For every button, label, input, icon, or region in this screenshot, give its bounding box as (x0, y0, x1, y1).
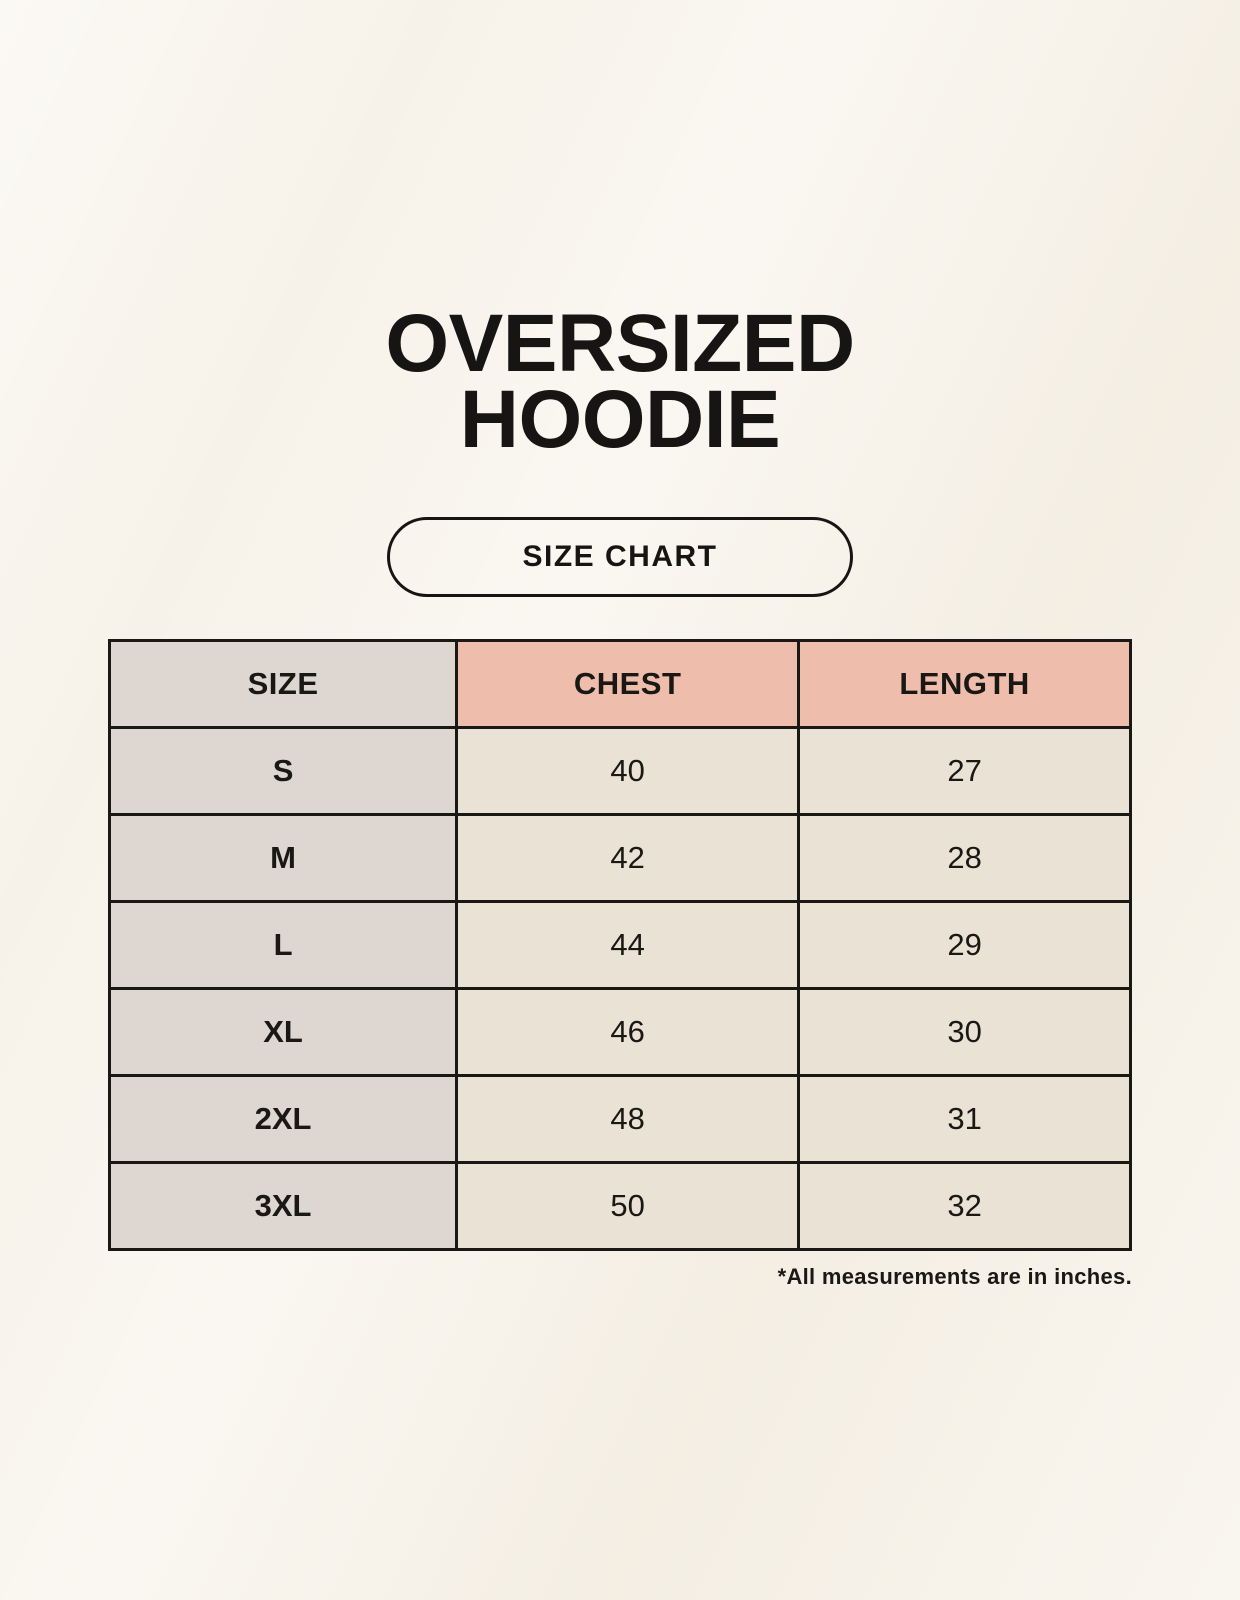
size-label: L (107, 899, 459, 990)
length-value: 29 (797, 899, 1132, 990)
table-row: S 40 27 (107, 725, 1132, 816)
column-header-length: LENGTH (797, 638, 1132, 729)
length-value: 32 (797, 1160, 1132, 1251)
size-chart-table: SIZE CHEST LENGTH S 40 27 M 42 28 L 44 2… (107, 638, 1132, 1251)
page-title-line2: HOODIE (459, 374, 781, 466)
table-row: L 44 29 (107, 899, 1132, 990)
chest-value: 46 (455, 986, 801, 1077)
page-title: OVERSIZED HOODIE (0, 0, 1240, 466)
size-chart-badge: SIZE CHART (387, 516, 853, 597)
size-chart-badge-label: SIZE CHART (522, 539, 718, 573)
length-value: 27 (797, 725, 1132, 816)
column-header-chest: CHEST (455, 638, 801, 729)
table-row: M 42 28 (107, 812, 1132, 903)
length-value: 28 (797, 812, 1132, 903)
chest-value: 40 (455, 725, 801, 816)
size-label: S (107, 725, 459, 816)
column-header-size: SIZE (107, 638, 459, 729)
length-value: 30 (797, 986, 1132, 1077)
table-header-row: SIZE CHEST LENGTH (107, 638, 1132, 729)
page-title-line1: OVERSIZED (385, 298, 855, 389)
table-row: 3XL 50 32 (107, 1160, 1132, 1251)
chest-value: 50 (455, 1160, 801, 1251)
chest-value: 44 (455, 899, 801, 990)
size-label: XL (107, 986, 459, 1077)
measurements-footnote: *All measurements are in inches. (777, 1263, 1132, 1289)
table-row: 2XL 48 31 (107, 1073, 1132, 1164)
length-value: 31 (797, 1073, 1132, 1164)
size-label: M (107, 812, 459, 903)
table-row: XL 46 30 (107, 986, 1132, 1077)
chest-value: 42 (455, 812, 801, 903)
chest-value: 48 (455, 1073, 801, 1164)
size-label: 2XL (107, 1073, 459, 1164)
size-label: 3XL (107, 1160, 459, 1251)
